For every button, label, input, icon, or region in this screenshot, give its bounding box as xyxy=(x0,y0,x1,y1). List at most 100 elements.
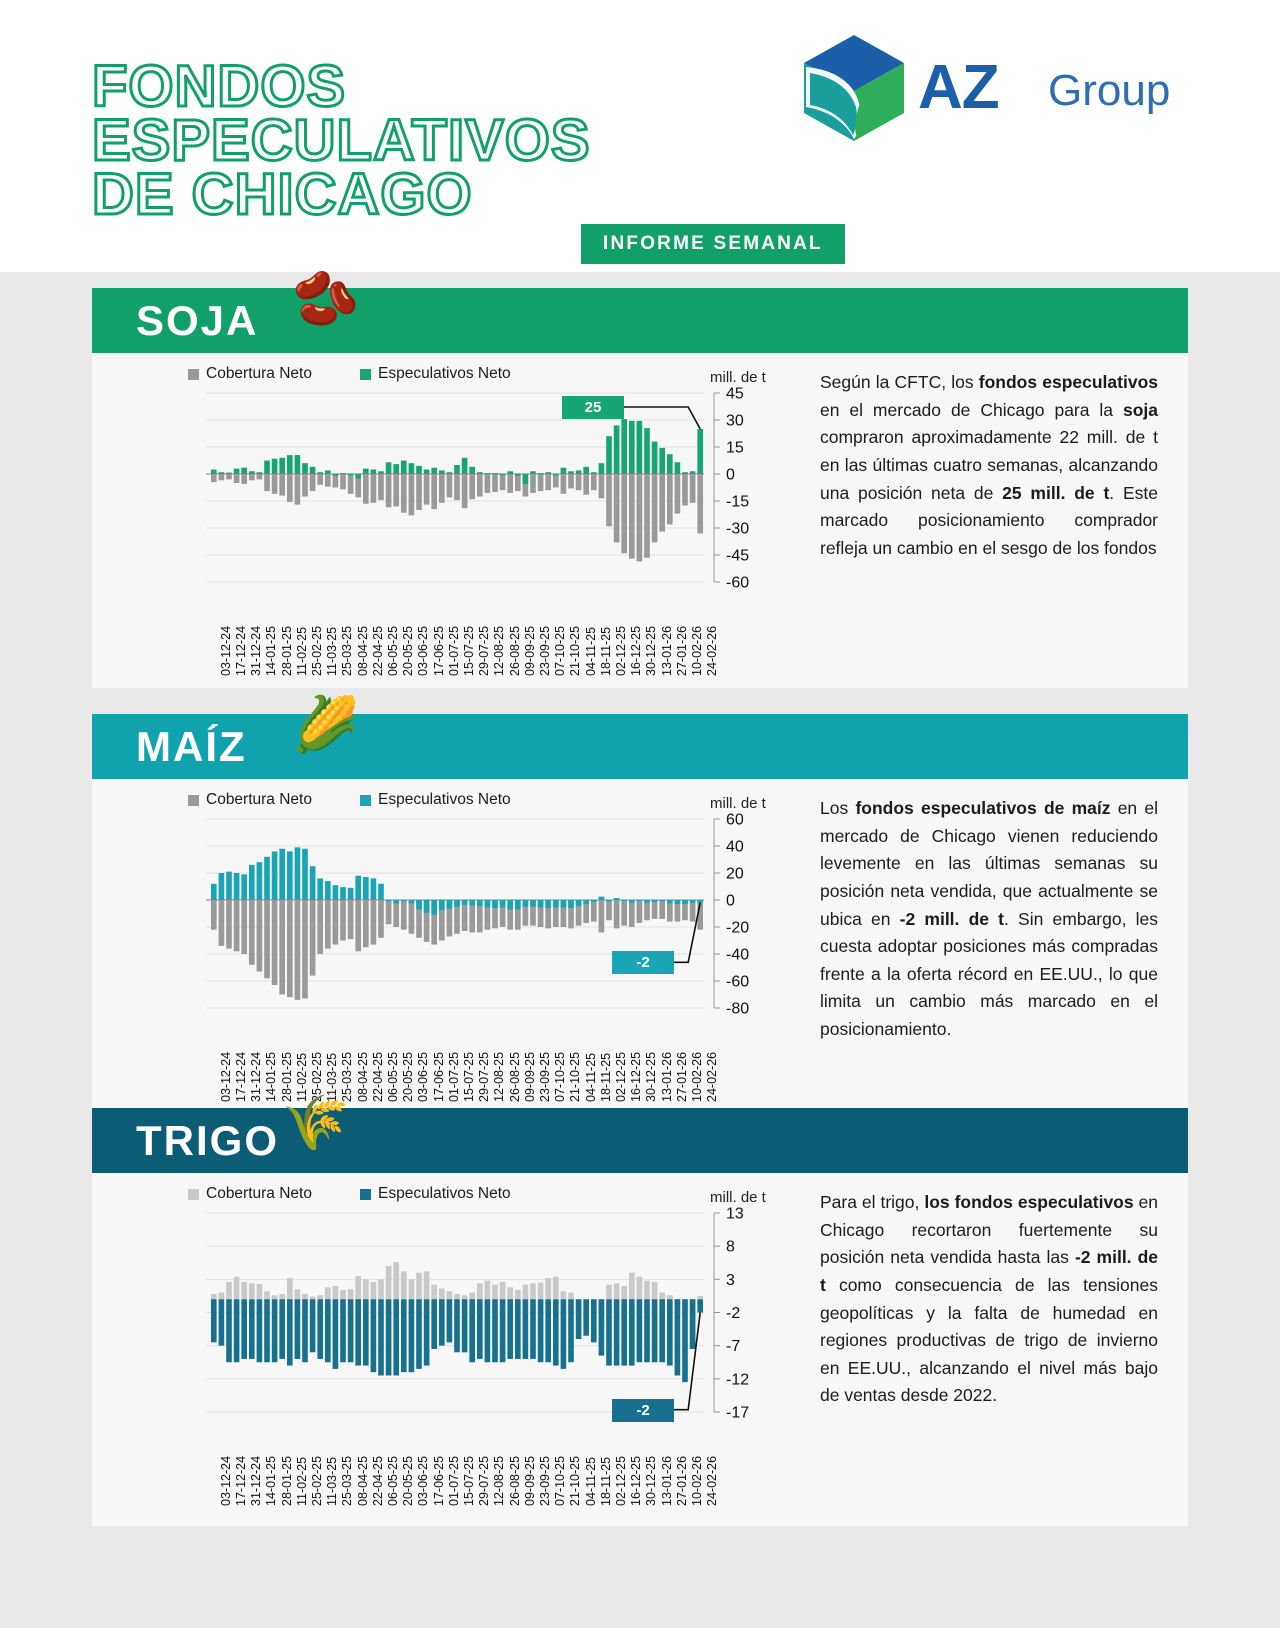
bar-especulativos xyxy=(560,467,567,474)
section-title-maiz: MAÍZ xyxy=(136,722,247,770)
bar-cobertura xyxy=(317,900,324,954)
bar-cobertura xyxy=(370,474,377,503)
x-axis-tick-label: 07-10-25 xyxy=(553,625,568,676)
x-axis-tick-label: 18-11-25 xyxy=(598,1052,613,1102)
x-axis-tick-label: 09-09-25 xyxy=(522,625,537,676)
bar-cobertura xyxy=(256,474,263,480)
bar-cobertura xyxy=(423,474,430,505)
section-body-maiz: Cobertura Neto Especulativos Neto 60 40 20 0 -… xyxy=(92,779,1188,1114)
x-axis-tick-label: 02-12-25 xyxy=(614,625,628,676)
y-axis-tick-label: 30 xyxy=(726,413,744,430)
bar-especulativos xyxy=(628,900,635,903)
bar-especulativos xyxy=(446,900,453,909)
bar-cobertura xyxy=(309,900,316,976)
x-axis-tick-label: 09-09-25 xyxy=(522,1051,537,1102)
bar-cobertura xyxy=(302,1293,308,1300)
x-axis-tick-label: 17-06-25 xyxy=(431,625,446,676)
bar-cobertura xyxy=(332,900,339,945)
bar-cobertura xyxy=(537,900,544,927)
bar-especulativos xyxy=(461,457,468,474)
legend-swatch-icon xyxy=(188,1188,199,1200)
bar-cobertura xyxy=(370,900,377,945)
bar-cobertura xyxy=(340,900,346,941)
section-trigo: TRIGO 🌾 Cobertura Neto Especulativos Neto 13… xyxy=(92,1096,1188,1526)
bar-cobertura xyxy=(682,900,688,921)
bar-cobertura xyxy=(226,474,232,480)
title-line-3: DE CHICAGO xyxy=(91,161,474,227)
commentary-trigo: Para el trigo, los fondos especulativos … xyxy=(798,1173,1188,1526)
bar-cobertura xyxy=(514,474,521,492)
y-axis-tick-label: 40 xyxy=(726,839,744,856)
section-band-soja: SOJA 🫘 xyxy=(92,272,1188,353)
bar-cobertura xyxy=(689,474,696,503)
x-axis-tick-label: 23-09-25 xyxy=(538,625,552,676)
bar-especulativos xyxy=(530,900,536,907)
bar-especulativos xyxy=(537,473,544,475)
bar-cobertura xyxy=(347,474,354,494)
bar-especulativos xyxy=(461,900,468,905)
bar-especulativos xyxy=(332,885,339,900)
bar-especulativos xyxy=(218,1299,225,1346)
bar-especulativos xyxy=(530,1299,536,1359)
y-axis-tick-label: -20 xyxy=(726,920,749,937)
section-soja: SOJA 🫘 Cobertura Neto Especulativos Neto 45 3… xyxy=(92,272,1188,688)
bar-cobertura xyxy=(294,900,301,1000)
bar-especulativos xyxy=(552,1299,559,1366)
bar-especulativos xyxy=(279,1299,286,1359)
title-line-1: FONDOS xyxy=(91,54,347,119)
y-axis-tick-label: -60 xyxy=(726,575,749,589)
chart-maiz: Cobertura Neto Especulativos Neto 60 40 20 0 -… xyxy=(92,779,798,1114)
x-axis-tick-label: 22-04-25 xyxy=(370,1051,385,1102)
bar-especulativos xyxy=(628,420,635,474)
bar-especulativos xyxy=(241,874,248,900)
x-axis-tick-label: 16-12-25 xyxy=(629,1455,644,1506)
bar-cobertura xyxy=(416,900,422,938)
bar-cobertura xyxy=(514,900,521,930)
bar-especulativos xyxy=(507,1299,514,1359)
plot-area: 45 30 15 0 -15 -30 -45 -60 mill. de t 25 xyxy=(92,369,798,589)
bar-cobertura xyxy=(385,1266,392,1300)
bar-cobertura xyxy=(317,1295,324,1300)
bar-cobertura xyxy=(606,900,612,921)
x-axis-tick-label: 04-11-25 xyxy=(583,1052,598,1102)
bar-cobertura xyxy=(309,474,316,492)
bar-cobertura xyxy=(431,900,438,945)
bar-cobertura xyxy=(606,474,612,527)
bar-cobertura xyxy=(560,1291,567,1300)
bar-cobertura xyxy=(514,1289,521,1300)
bar-especulativos xyxy=(400,900,407,902)
bar-cobertura xyxy=(476,474,483,497)
bar-especulativos xyxy=(568,900,574,909)
bar-cobertura xyxy=(568,1292,574,1300)
x-axis-tick-label: 27-01-26 xyxy=(674,1455,689,1506)
bar-especulativos xyxy=(568,1299,574,1363)
bar-especulativos xyxy=(210,883,217,900)
bar-especulativos xyxy=(385,900,392,902)
bar-cobertura xyxy=(636,900,643,923)
section-band-trigo: TRIGO 🌾 xyxy=(92,1096,1188,1173)
bar-cobertura xyxy=(606,1284,612,1300)
x-axis-tick-label: 01-07-25 xyxy=(446,1051,461,1102)
y-axis-tick-label: 13 xyxy=(726,1206,744,1223)
bar-especulativos xyxy=(324,470,331,474)
bar-cobertura xyxy=(598,474,605,499)
bar-especulativos xyxy=(370,878,377,900)
bar-especulativos xyxy=(507,471,514,474)
y-axis-tick-label: 0 xyxy=(726,893,735,910)
bar-especulativos xyxy=(537,900,544,908)
bar-especulativos xyxy=(697,429,704,474)
page-header: FONDOS ESPECULATIVOS DE CHICAGO INFORME … xyxy=(0,0,1280,272)
bar-especulativos xyxy=(340,887,346,900)
bar-cobertura xyxy=(210,474,217,483)
y-axis-tick-label: -80 xyxy=(726,1001,749,1015)
y-axis-tick-label: -40 xyxy=(726,947,749,964)
x-axis-tick-label: 17-12-24 xyxy=(234,1051,248,1102)
bar-especulativos xyxy=(613,897,620,900)
bar-especulativos xyxy=(545,900,552,909)
bar-especulativos xyxy=(347,474,354,476)
x-axis-tick-label: 17-06-25 xyxy=(431,1051,446,1102)
bar-cobertura xyxy=(644,1280,650,1300)
bar-cobertura xyxy=(294,474,301,505)
bar-cobertura xyxy=(621,474,628,554)
corn-cob-icon: 🌽 xyxy=(292,695,360,755)
